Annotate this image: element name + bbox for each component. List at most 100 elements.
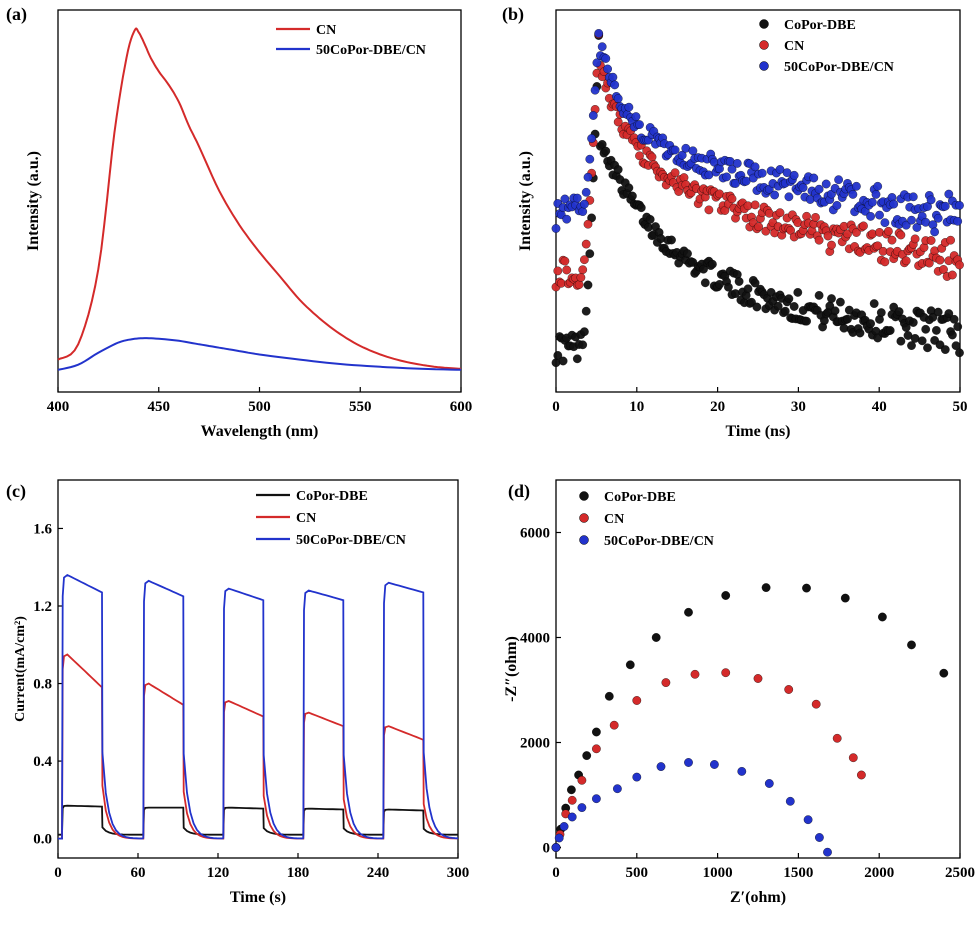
data-point (811, 699, 821, 709)
data-point (732, 159, 742, 168)
data-point (933, 213, 943, 223)
data-point (588, 111, 598, 120)
data-point (597, 42, 607, 52)
data-point (836, 297, 845, 307)
data-point (948, 330, 957, 340)
data-point (661, 678, 671, 687)
x-tick-label: 2000 (864, 865, 894, 881)
data-point (572, 354, 582, 364)
data-point (624, 102, 634, 112)
data-point (603, 64, 612, 74)
x-axis-title: Time (s) (230, 889, 286, 906)
x-tick-label: 500 (248, 399, 271, 415)
x-tick-label: 50 (953, 399, 968, 415)
legend-label-2: 50CoPor-DBE/CN (604, 534, 714, 549)
data-point (953, 216, 963, 226)
data-point (753, 674, 763, 683)
data-point (939, 265, 948, 274)
data-point (848, 190, 858, 199)
data-point (734, 277, 744, 286)
data-point (878, 612, 887, 622)
data-point (932, 326, 941, 335)
data-point (935, 255, 945, 265)
x-tick-label: 40 (872, 399, 887, 415)
data-point (628, 191, 637, 201)
data-point (761, 583, 771, 592)
data-point (910, 234, 920, 244)
panel-a: (a) 400 450 500 550 600 Wavelength (nm) Intens… (6, 4, 472, 440)
data-point (604, 691, 614, 701)
data-point (784, 192, 794, 202)
data-point (868, 229, 877, 239)
data-point (667, 235, 676, 245)
data-point (610, 80, 620, 90)
data-point (885, 326, 895, 335)
series-line-1 (57, 337, 462, 371)
data-point (700, 278, 710, 288)
data-point (551, 224, 561, 233)
data-point (721, 668, 731, 678)
panel-c: (c) 0 60 120 180 240 300 0.0 0.4 0.8 1.2 1.6 Time (… (6, 479, 469, 906)
data-point (594, 29, 604, 38)
series-markers-0 (551, 31, 964, 368)
data-point (773, 301, 783, 311)
legend-label-0: CoPor-DBE (296, 489, 368, 504)
data-point (754, 222, 763, 232)
data-point (775, 208, 785, 218)
data-point (785, 796, 795, 806)
data-point (823, 847, 832, 857)
y-tick-label: 0.4 (33, 754, 52, 770)
x-tick-label: 180 (287, 865, 310, 881)
data-point (632, 772, 642, 782)
data-point (587, 134, 596, 143)
legend-marker-1 (759, 40, 769, 50)
data-point (609, 720, 619, 730)
data-point (656, 762, 666, 771)
data-point (567, 795, 577, 805)
data-point (894, 307, 904, 316)
data-point (814, 235, 824, 245)
x-tick-label: 600 (450, 399, 473, 415)
data-point (803, 815, 813, 825)
plot-frame (555, 479, 961, 859)
x-tick-label: 60 (131, 865, 146, 881)
series-line-2 (58, 573, 459, 840)
panel-label-c: (c) (6, 481, 26, 502)
data-point (560, 256, 570, 266)
data-point (684, 607, 693, 617)
data-point (926, 195, 936, 205)
data-point (809, 173, 819, 183)
data-point (577, 775, 587, 785)
data-point (907, 640, 916, 650)
data-point (583, 219, 593, 229)
data-point (866, 212, 875, 221)
data-point (722, 172, 731, 182)
data-point (940, 201, 950, 211)
data-point (757, 168, 767, 178)
data-point (613, 94, 623, 103)
data-point (868, 197, 877, 207)
data-point (578, 340, 588, 350)
data-point (827, 240, 836, 250)
data-point (907, 215, 916, 225)
data-point (944, 189, 954, 199)
x-axis-title: Wavelength (nm) (201, 423, 319, 440)
data-point (924, 258, 934, 268)
data-point (567, 785, 576, 795)
legend-label-1: CN (604, 512, 624, 527)
data-point (727, 194, 737, 204)
data-point (559, 822, 569, 831)
x-tick-label: 20 (710, 399, 725, 415)
data-point (921, 324, 931, 334)
data-point (592, 58, 602, 68)
data-point (848, 753, 858, 763)
data-point (896, 230, 906, 240)
legend-label-1: 50CoPor-DBE/CN (316, 43, 426, 58)
y-tick-label: 0 (543, 841, 551, 857)
data-point (578, 207, 588, 216)
panel-b: (b) 0 10 20 30 40 50 Time (ns) Intensity (a.u.)… (502, 4, 968, 440)
legend-marker-1 (579, 513, 589, 523)
data-point (926, 236, 936, 245)
data-point (578, 265, 588, 275)
x-tick-label: 0 (552, 865, 560, 881)
